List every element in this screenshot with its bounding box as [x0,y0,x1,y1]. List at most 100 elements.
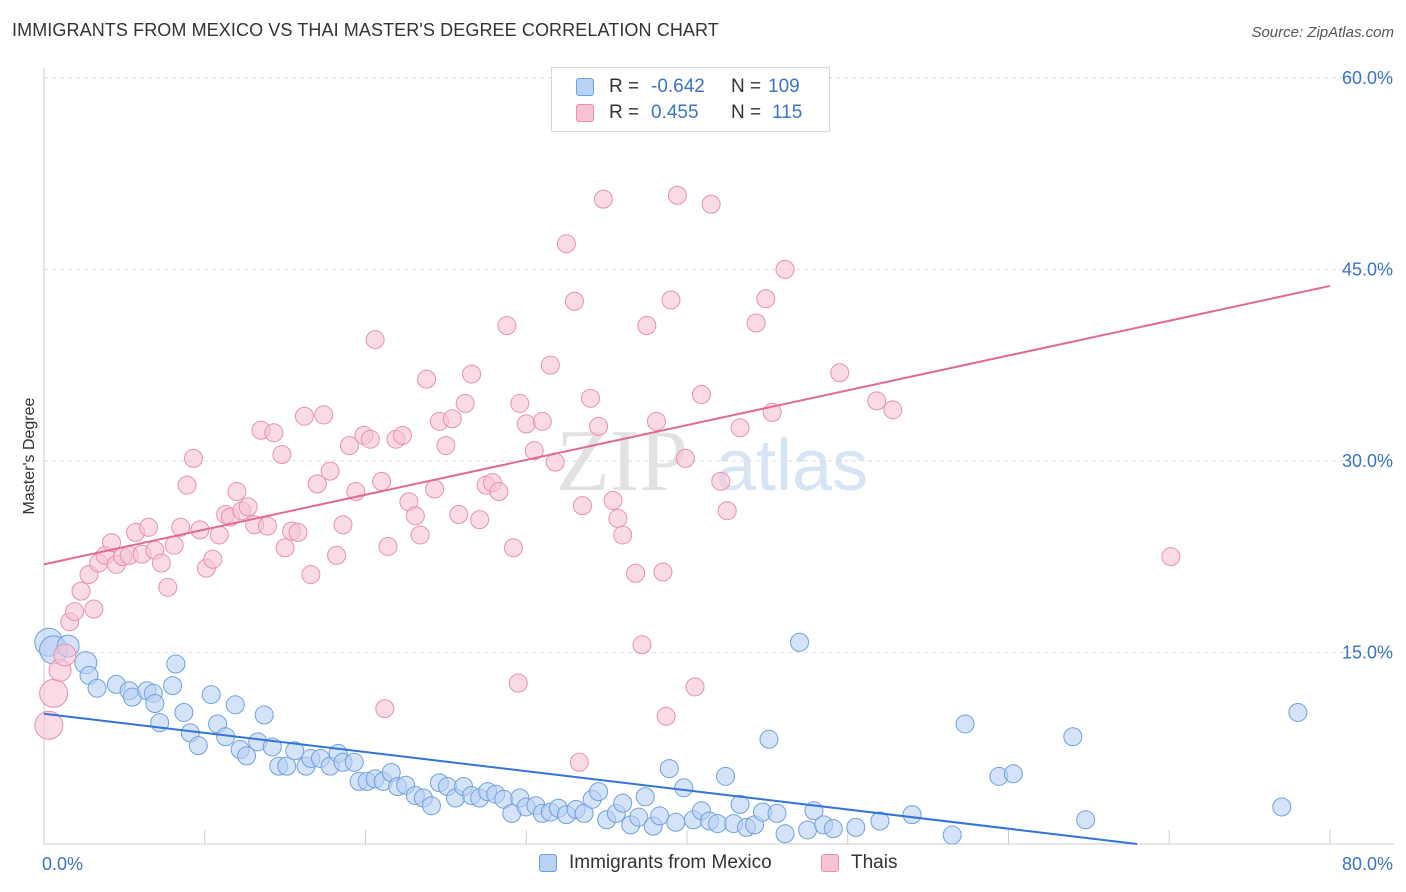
watermark-atlas: atlas [716,426,868,506]
series-legend-swatch-thais [821,854,839,872]
legend-r-label: R = [609,102,640,123]
legend-n-label: N = [731,102,762,123]
y-axis-label: Master's Degree [21,397,38,514]
legend-n-label: N = [731,76,762,97]
data-point [277,756,297,776]
data-point [203,549,223,569]
data-point [667,185,687,205]
data-point [532,411,552,431]
x-tick-label-max: 80.0% [1342,854,1393,874]
legend-swatch-thais [576,104,594,122]
data-point [1288,702,1308,722]
data-point [392,425,412,445]
data-point [646,411,666,431]
data-point [227,482,247,502]
series-thais [34,185,1181,772]
data-point [1003,764,1023,784]
data-point [717,501,737,521]
data-point [867,391,887,411]
data-point [510,393,530,413]
data-point [294,406,314,426]
series-legend-label-mexico: Immigrants from Mexico [569,852,772,873]
data-point [166,654,186,674]
data-point [656,706,676,726]
x-tick-label-min: 0.0% [42,854,83,874]
data-point [301,565,321,585]
data-point [183,448,203,468]
data-point [365,330,385,350]
legend-swatch-mexico [576,78,594,96]
data-point [177,475,197,495]
data-point [138,517,158,537]
data-point [417,369,437,389]
data-point [691,384,711,404]
legend-n-value: 115 [772,102,803,123]
data-point [1272,797,1292,817]
data-point [556,234,576,254]
data-point [883,400,903,420]
data-point [158,577,178,597]
data-point [613,525,633,545]
series-legend-label-thais: Thais [851,852,898,873]
data-point [608,508,628,528]
data-point [573,496,593,516]
data-point [275,538,295,558]
data-point [902,805,922,825]
data-point [327,545,347,565]
data-point [462,364,482,384]
data-point [84,599,104,619]
data-point [593,189,613,209]
data-point [225,695,245,715]
data-point [174,702,194,722]
data-point [65,602,85,622]
data-point [581,388,601,408]
data-point [53,643,77,667]
data-point [653,562,673,582]
data-point [503,538,523,558]
trend-line-mexico [43,712,1138,845]
data-point [759,729,779,749]
data-point [320,461,340,481]
y-tick-label: 45.0% [1342,259,1393,279]
data-point [254,705,274,725]
correlation-legend: R = -0.642 N = 109 R = 0.455 N = 115 [551,67,830,132]
data-point [1063,727,1083,747]
data-point [708,814,728,834]
data-point [730,418,750,438]
data-point [564,291,584,311]
data-point [650,806,670,826]
data-point [775,824,795,844]
legend-r-value: -0.642 [651,76,705,97]
data-point [790,632,810,652]
data-point [830,363,850,383]
data-point [333,515,353,535]
data-point [201,685,221,705]
data-point [164,535,184,555]
trend-line-thais [43,284,1331,566]
data-point [39,678,69,708]
data-point [285,741,305,761]
data-point [711,471,731,491]
data-point [360,429,380,449]
data-point [870,811,890,831]
data-point [288,522,308,542]
data-point [675,448,695,468]
y-tick-label: 15.0% [1342,642,1393,662]
data-point [629,807,649,827]
data-point [659,759,679,779]
data-point [1161,547,1181,567]
data-point [955,714,975,734]
data-point [237,746,257,766]
chart-source: Source: ZipAtlas.com [1251,24,1394,41]
series-legend-swatch-mexico [539,854,557,872]
data-point [1076,810,1096,830]
y-tick-labels: 15.0% 30.0% 45.0% 60.0% [1342,68,1393,663]
data-point [635,787,655,807]
legend-row-thais: R = 0.455 N = 115 [552,102,829,126]
data-point [823,819,843,839]
data-point [238,497,258,517]
data-point [497,316,517,336]
data-point [421,796,441,816]
data-point [344,752,364,772]
